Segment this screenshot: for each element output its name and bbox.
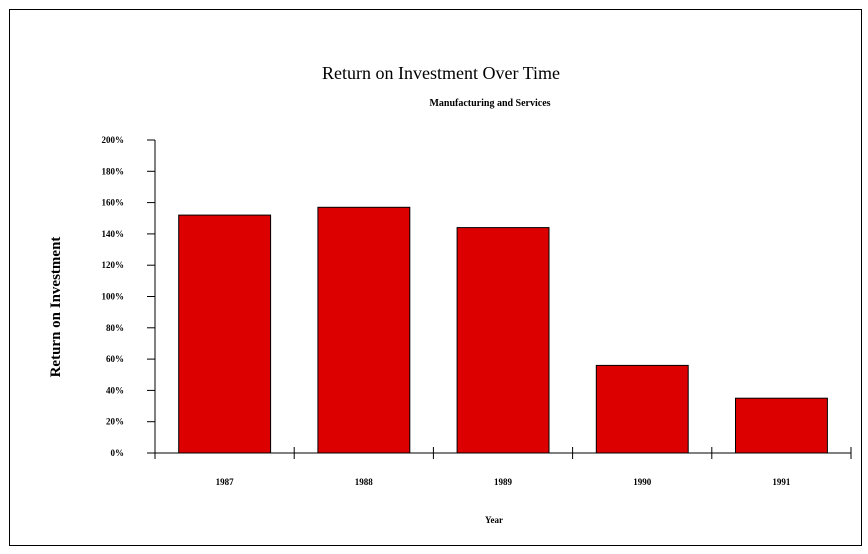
chart-subtitle: Manufacturing and Services xyxy=(429,98,550,109)
y-tick-label: 120% xyxy=(102,260,125,270)
y-tick-label: 160% xyxy=(102,198,125,208)
bar-1989 xyxy=(456,227,550,454)
x-tick-label: 1988 xyxy=(355,477,374,487)
y-tick-label: 200% xyxy=(102,135,125,145)
y-tick-label: 80% xyxy=(106,323,124,333)
bar-1991 xyxy=(735,397,828,454)
bar-1987 xyxy=(178,214,272,454)
chart-canvas: Return on Investment Over Time Manufactu… xyxy=(48,63,852,525)
y-tick-label: 180% xyxy=(102,166,125,176)
y-tick-label: 20% xyxy=(106,417,124,427)
bars-group xyxy=(178,206,828,454)
chart-frame: Return on Investment Over Time Manufactu… xyxy=(9,9,862,546)
bar-1990 xyxy=(595,364,689,454)
x-tick-label: 1991 xyxy=(772,477,791,487)
chart-title: Return on Investment Over Time xyxy=(322,63,560,83)
y-tick-label: 140% xyxy=(102,229,125,239)
y-axis-label: Return on Investment xyxy=(48,237,64,378)
x-tick-label: 1987 xyxy=(216,477,235,487)
y-tick-label: 40% xyxy=(106,385,124,395)
x-tick-label: 1990 xyxy=(633,477,652,487)
ticks-group: 0% 20% 40% 60% 80% 100% 120% 140% 160% 180% 200% 19… xyxy=(102,135,852,487)
bar-1988 xyxy=(317,206,411,454)
x-axis-label: Year xyxy=(485,515,503,525)
y-tick-label: 60% xyxy=(106,354,124,364)
y-tick-label: 100% xyxy=(102,292,125,302)
x-tick-label: 1989 xyxy=(494,477,513,487)
y-tick-label: 0% xyxy=(111,448,125,458)
